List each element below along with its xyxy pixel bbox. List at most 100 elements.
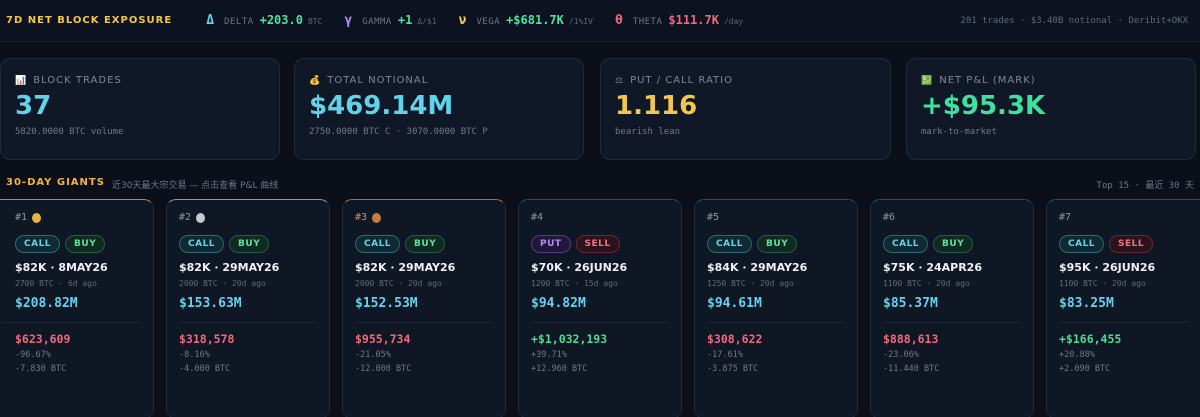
trade-pnl-pct: +20.88% — [1059, 350, 1095, 360]
greek-unit: /day — [723, 17, 744, 26]
option-type-badge: CALL — [15, 235, 61, 253]
option-type-badge: CALL — [355, 235, 401, 253]
greek-value: +$681.7K — [506, 13, 564, 27]
trade-card[interactable]: #1 CALL BUY $82K · 8MAY26 2700 BTC · 6d … — [0, 199, 154, 417]
stat-label: PUT / CALL RATIO — [630, 75, 733, 86]
trade-card[interactable]: #3 CALL BUY $82K · 29MAY26 2000 BTC · 20… — [342, 199, 506, 417]
trade-rank: #2 — [179, 212, 317, 223]
trade-pnl-btc: -11.440 BTC — [883, 364, 940, 374]
rank-label: #2 — [179, 212, 192, 223]
trade-pnl-btc: -4.000 BTC — [179, 364, 231, 374]
trade-card[interactable]: #2 CALL BUY $82K · 29MAY26 2000 BTC · 20… — [166, 199, 330, 417]
trade-card[interactable]: #5 CALL BUY $84K · 29MAY26 1250 BTC · 20… — [694, 199, 858, 417]
trade-badges: CALL BUY — [355, 235, 493, 253]
bar-chart-icon: 📊 — [15, 75, 28, 86]
trade-pnl-btc: +2.090 BTC — [1059, 364, 1111, 374]
theta-icon: θ — [614, 13, 623, 28]
stat-sub: mark-to-market — [921, 127, 997, 137]
chart-up-icon: 💹 — [921, 75, 934, 86]
trade-strike: $82K · 29MAY26 — [355, 261, 456, 274]
stat-card-put-call-ratio: ⚖ PUT / CALL RATIO 1.116 bearish lean — [600, 58, 891, 160]
trade-pnl-btc: +12.960 BTC — [531, 364, 588, 374]
gamma-icon: γ — [344, 13, 353, 28]
trade-size: 1100 BTC · 20d ago — [1059, 279, 1146, 288]
stat-label: BLOCK TRADES — [33, 75, 122, 86]
trade-notional: $94.82M — [531, 296, 669, 323]
trade-strike: $82K · 8MAY26 — [15, 261, 108, 274]
greek-unit: BTC — [307, 17, 323, 26]
trade-size: 2700 BTC · 6d ago — [15, 279, 97, 288]
trade-pnl: $888,613 — [883, 332, 939, 346]
greek-gamma: γ GAMMA +1 Δ/$1 — [344, 13, 436, 28]
trade-size: 1200 BTC · 15d ago — [531, 279, 618, 288]
trade-badges: CALL BUY — [179, 235, 317, 253]
trade-pnl: +$1,032,193 — [531, 332, 608, 346]
money-bag-icon: 💰 — [309, 75, 322, 86]
greek-vega: ν VEGA +$681.7K /1%IV — [459, 13, 593, 28]
trade-notional: $83.25M — [1059, 296, 1188, 323]
trade-size: 2000 BTC · 20d ago — [355, 279, 442, 288]
trade-size: 1250 BTC · 20d ago — [707, 279, 794, 288]
side-badge: BUY — [933, 235, 974, 253]
trade-strike: $70K · 26JUN26 — [531, 261, 628, 274]
option-type-badge: CALL — [883, 235, 929, 253]
stat-label-row: 💹 NET P&L (MARK) — [921, 75, 1181, 86]
trade-strike: $95K · 26JUN26 — [1059, 261, 1156, 274]
trade-pnl-pct: -17.61% — [707, 350, 743, 360]
trade-badges: CALL BUY — [883, 235, 1021, 253]
side-badge: SELL — [575, 235, 620, 253]
trade-card[interactable]: #7 CALL SELL $95K · 26JUN26 1100 BTC · 2… — [1046, 199, 1200, 417]
gold-medal-icon — [32, 212, 42, 223]
greek-value: +203.0 — [259, 13, 303, 27]
delta-icon: Δ — [206, 13, 215, 28]
trade-size: 1100 BTC · 20d ago — [883, 279, 970, 288]
vega-icon: ν — [458, 13, 467, 28]
exposure-title: 7D NET BLOCK EXPOSURE — [6, 15, 173, 26]
side-badge: BUY — [405, 235, 446, 253]
trade-notional: $152.53M — [355, 296, 493, 323]
exposure-meta: 201 trades · $3.40B notional · Deribit+O… — [960, 15, 1188, 26]
trade-notional: $85.37M — [883, 296, 1021, 323]
stat-label-row: 💰 TOTAL NOTIONAL — [309, 75, 569, 86]
stat-card-net-pnl: 💹 NET P&L (MARK) +$95.3K mark-to-market — [906, 58, 1196, 160]
rank-label: #1 — [15, 212, 28, 223]
stat-card-block-trades: 📊 BLOCK TRADES 37 5820.0000 BTC volume — [0, 58, 280, 160]
trade-notional: $208.82M — [1, 296, 141, 323]
stat-value: $469.14M — [309, 91, 454, 121]
rank-label: #5 — [707, 212, 720, 223]
trade-pnl-btc: -12.000 BTC — [355, 364, 412, 374]
greek-label: DELTA — [224, 17, 254, 27]
trade-strike: $75K · 24APR26 — [883, 261, 982, 274]
rank-label: #4 — [531, 212, 544, 223]
trade-pnl-pct: -21.05% — [355, 350, 391, 360]
greek-label: THETA — [632, 17, 663, 27]
trade-pnl: $308,622 — [707, 332, 763, 346]
option-type-badge: CALL — [1059, 235, 1105, 253]
greek-unit: /1%IV — [568, 17, 593, 26]
trade-rank: #1 — [1, 212, 141, 223]
trade-pnl-btc: -7.830 BTC — [15, 364, 67, 374]
side-badge: BUY — [757, 235, 798, 253]
trade-card[interactable]: #4 PUT SELL $70K · 26JUN26 1200 BTC · 15… — [518, 199, 682, 417]
stat-label: NET P&L (MARK) — [939, 75, 1036, 86]
section-meta: Top 15 · 最近 30 天 — [1096, 181, 1194, 191]
rank-label: #6 — [883, 212, 896, 223]
trade-badges: CALL SELL — [1059, 235, 1188, 253]
trade-pnl: $623,609 — [15, 332, 71, 346]
stat-label: TOTAL NOTIONAL — [327, 75, 429, 86]
trade-strike: $82K · 29MAY26 — [179, 261, 280, 274]
trade-badges: CALL BUY — [1, 235, 141, 253]
stat-sub: 5820.0000 BTC volume — [15, 127, 124, 137]
trade-badges: PUT SELL — [531, 235, 669, 253]
greek-unit: Δ/$1 — [417, 17, 437, 26]
stat-sub: 2750.0000 BTC C · 3070.0000 BTC P — [309, 127, 488, 137]
trade-rank: #4 — [531, 212, 669, 223]
rank-label: #3 — [355, 212, 368, 223]
bronze-medal-icon — [372, 212, 382, 223]
trade-pnl-pct: +39.71% — [531, 350, 567, 360]
trade-rank: #7 — [1059, 212, 1188, 223]
trade-card[interactable]: #6 CALL BUY $75K · 24APR26 1100 BTC · 20… — [870, 199, 1034, 417]
side-badge: BUY — [65, 235, 106, 253]
trade-rank: #6 — [883, 212, 1021, 223]
section-subtitle: 近30天最大宗交易 — 点击查看 P&L 曲线 — [112, 181, 279, 191]
